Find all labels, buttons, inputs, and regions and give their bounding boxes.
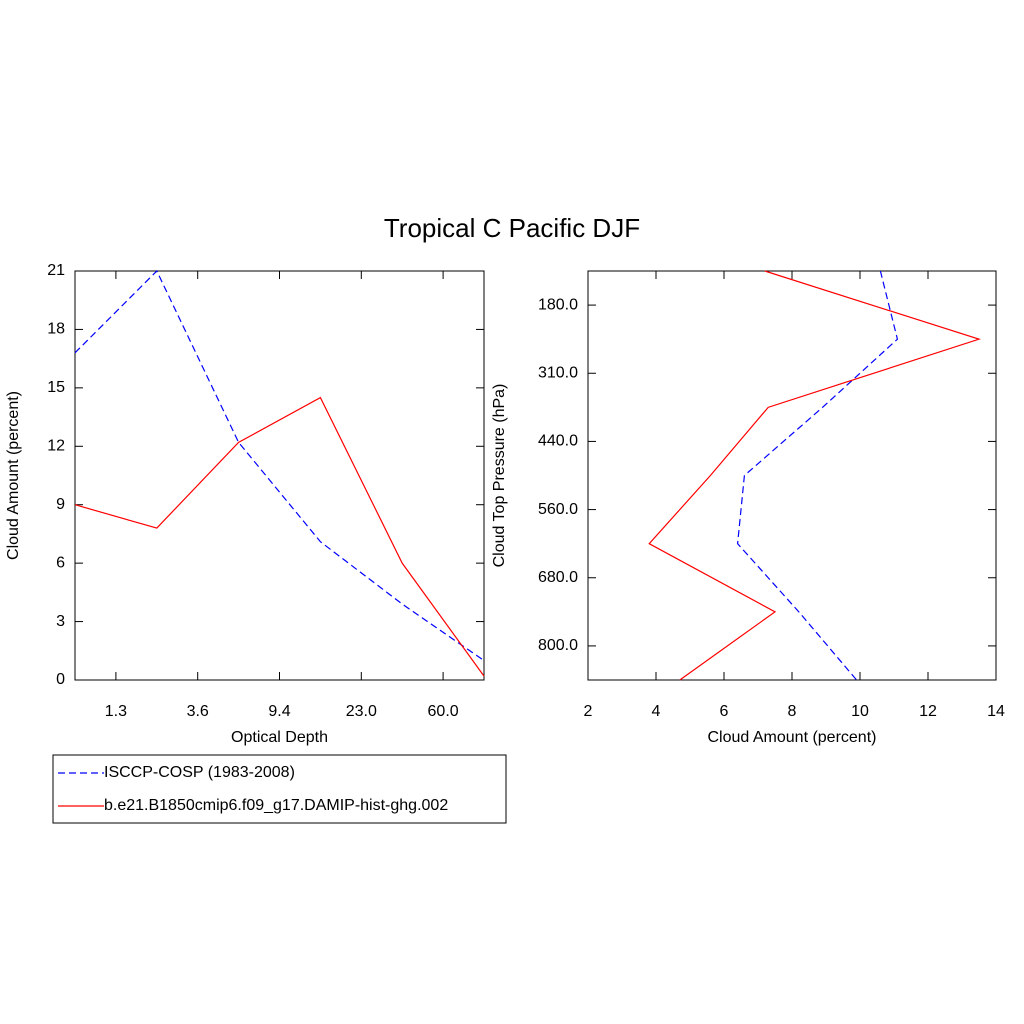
- legend-label: ISCCP-COSP (1983-2008): [104, 764, 295, 781]
- series-line: [736, 270, 899, 681]
- x-axis-label: Optical Depth: [231, 729, 328, 746]
- y-tick-label: 180.0: [538, 296, 578, 313]
- x-tick-label: 4: [652, 703, 661, 720]
- x-tick-label: 14: [987, 703, 1005, 720]
- legend-label: b.e21.B1850cmip6.f09_g17.DAMIP-hist-ghg.…: [104, 797, 448, 814]
- y-tick-label: 15: [47, 379, 65, 396]
- x-tick-label: 12: [919, 703, 937, 720]
- x-tick-label: 10: [851, 703, 869, 720]
- y-tick-label: 310.0: [538, 364, 578, 381]
- y-tick-label: 560.0: [538, 501, 578, 518]
- x-tick-label: 6: [720, 703, 729, 720]
- y-axis-label: Cloud Top Pressure (hPa): [491, 384, 508, 568]
- y-tick-label: 0: [56, 671, 65, 688]
- y-tick-label: 6: [56, 554, 65, 571]
- x-tick-label: 23.0: [346, 703, 377, 720]
- y-tick-label: 21: [47, 262, 65, 279]
- y-tick-label: 440.0: [538, 433, 578, 450]
- x-tick-label: 2: [584, 703, 593, 720]
- x-tick-label: 8: [788, 703, 797, 720]
- y-tick-label: 680.0: [538, 569, 578, 586]
- legend-box: [52, 754, 507, 824]
- title: Tropical C Pacific DJF: [384, 213, 640, 243]
- series-line: [74, 396, 485, 677]
- x-axis-label: Cloud Amount (percent): [708, 729, 877, 746]
- plot-frame: [587, 270, 997, 681]
- y-tick-label: 18: [47, 321, 65, 338]
- series-line: [74, 269, 485, 662]
- x-tick-label: 1.3: [105, 703, 127, 720]
- y-tick-label: 800.0: [538, 637, 578, 654]
- series-line: [648, 270, 981, 681]
- x-tick-label: 9.4: [268, 703, 290, 720]
- y-axis-label: Cloud Amount (percent): [5, 391, 22, 560]
- x-tick-label: 60.0: [428, 703, 459, 720]
- y-tick-label: 9: [56, 496, 65, 513]
- y-tick-label: 3: [56, 613, 65, 630]
- y-tick-label: 12: [47, 438, 65, 455]
- x-tick-label: 3.6: [187, 703, 209, 720]
